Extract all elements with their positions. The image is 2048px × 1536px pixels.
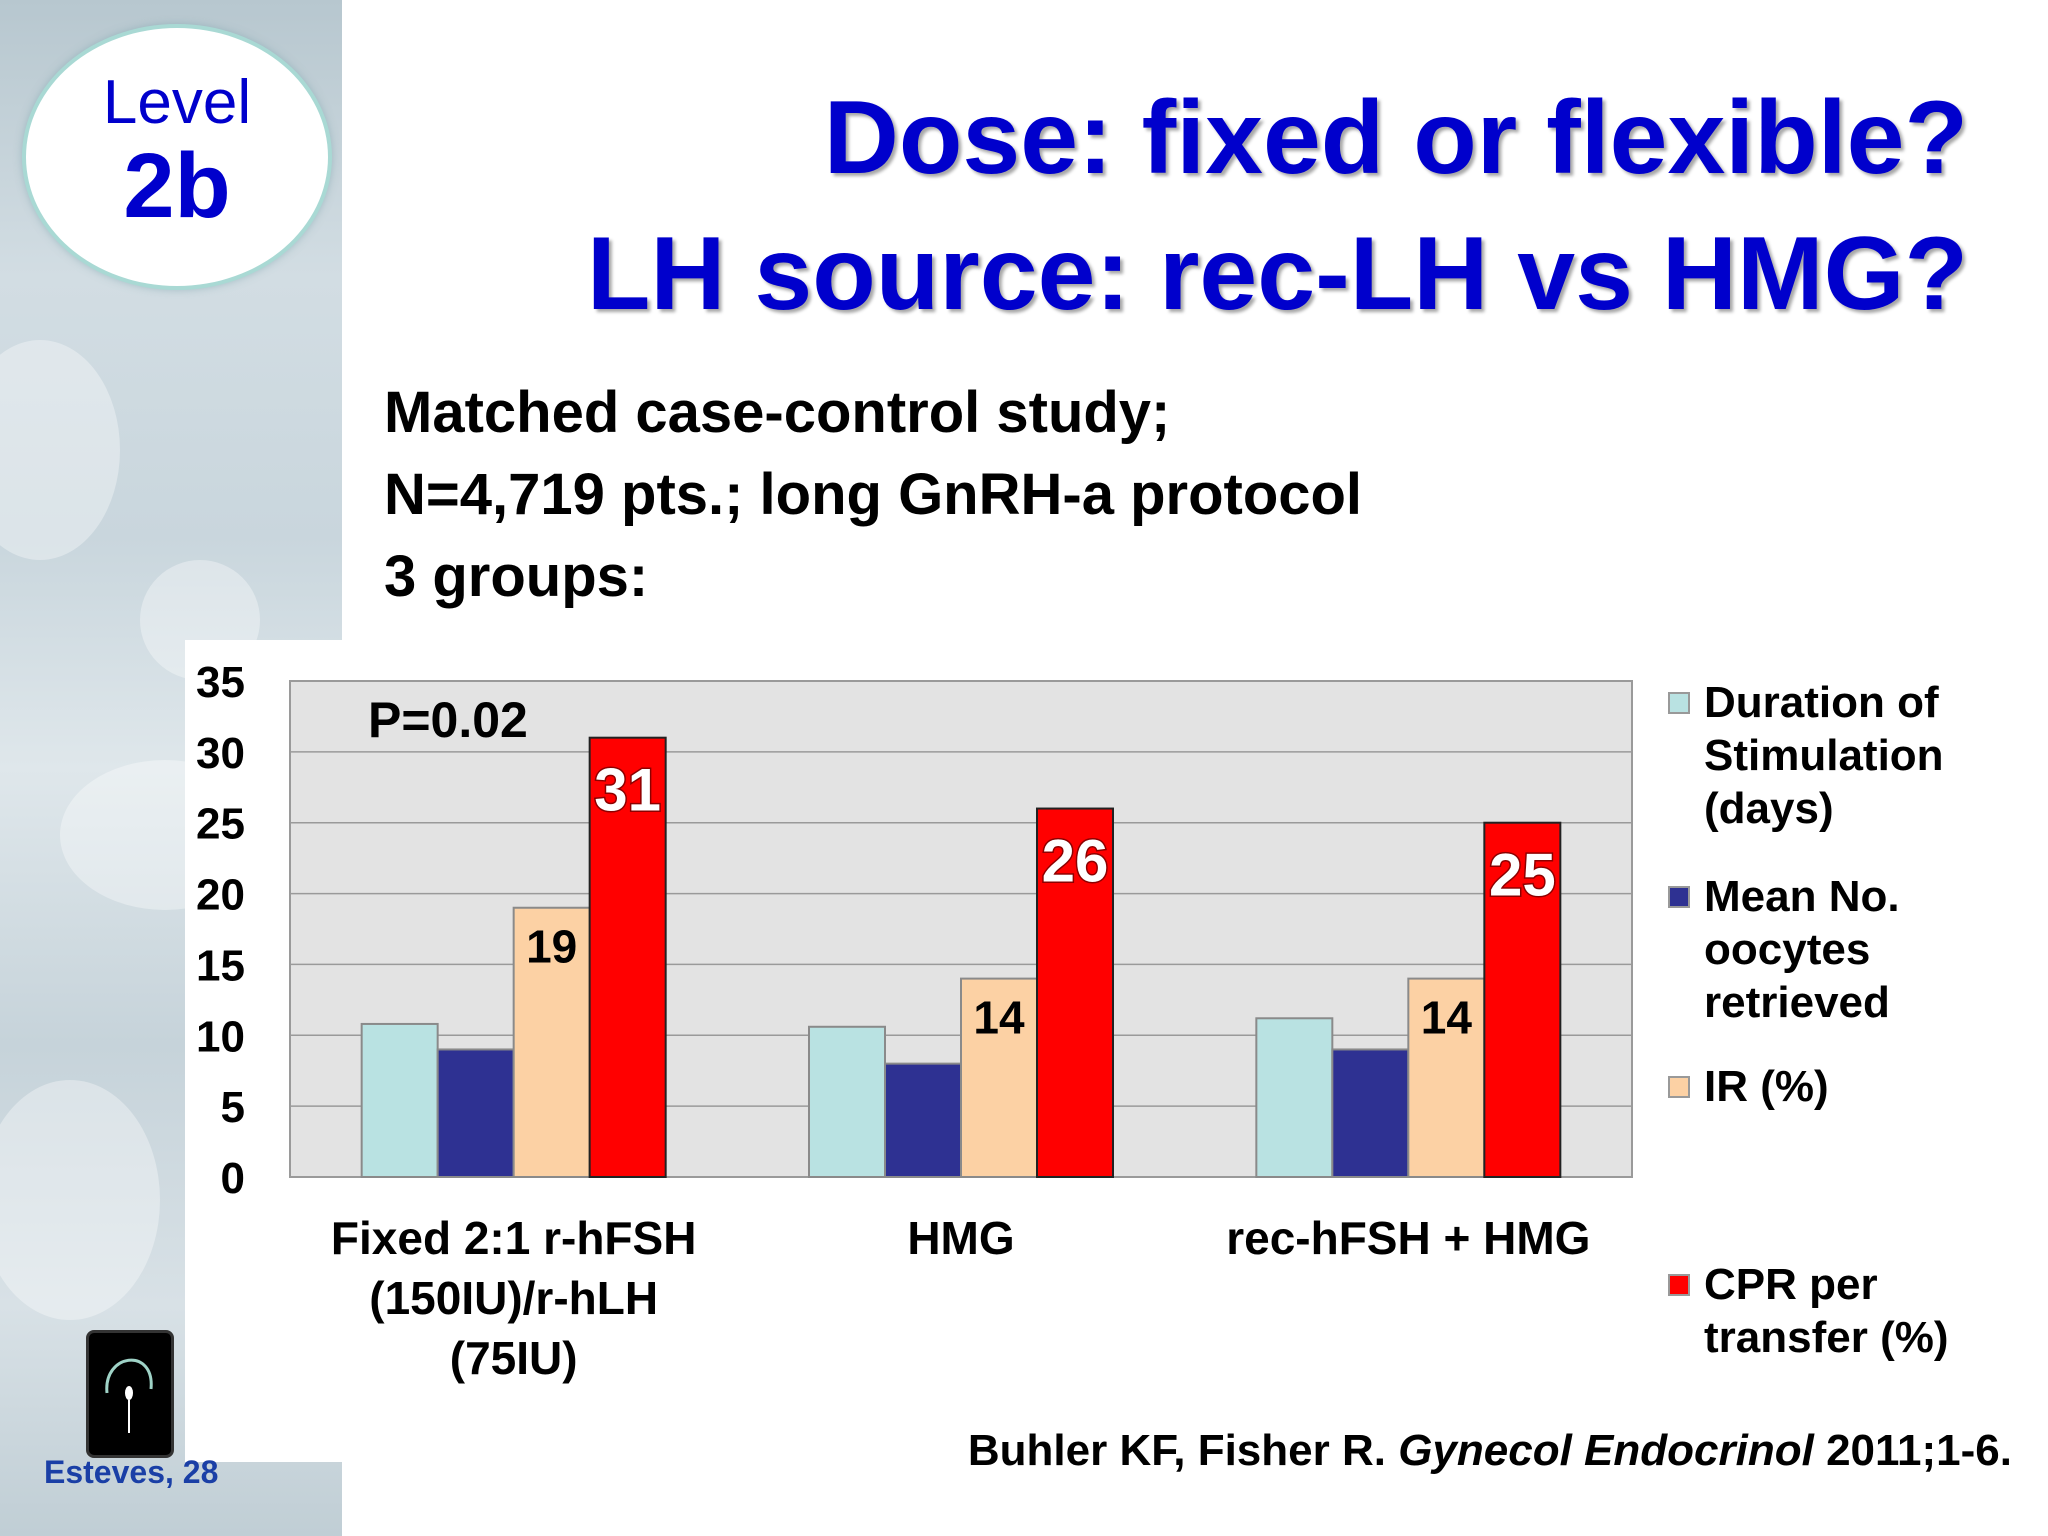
background-blob [0, 1080, 160, 1320]
bar-duration [360, 1022, 439, 1178]
bar-mean [436, 1048, 515, 1179]
study-line-1: Matched case-control study; [384, 380, 1171, 445]
data-label: 31 [594, 757, 661, 824]
slide-title: Dose: fixed or flexible? LH source: rec-… [468, 70, 1968, 342]
bar-cpr [1483, 821, 1562, 1178]
y-tick-label: 25 [196, 800, 245, 849]
bar-cpr [588, 736, 667, 1179]
legend-label-line: transfer (%) [1704, 1313, 1949, 1362]
citation-details: 2011;1-6. [1826, 1426, 2012, 1475]
y-tick-label: 0 [221, 1154, 245, 1203]
bar-mean [1331, 1048, 1410, 1179]
y-tick-label: 15 [196, 941, 245, 990]
citation-journal: Gynecol Endocrinol [1398, 1426, 1814, 1475]
logo-icon [86, 1330, 174, 1458]
study-description: Matched case-control study; N=4,719 pts.… [384, 372, 1362, 618]
x-tick-label: (75IU) [450, 1332, 578, 1384]
data-label: 14 [973, 992, 1025, 1044]
bar-ir [960, 977, 1038, 1178]
title-line-1: Dose: fixed or flexible? [823, 80, 1968, 196]
legend-label-line: IR (%) [1704, 1062, 1829, 1111]
study-line-3: 3 groups: [384, 544, 649, 609]
bar-duration [1255, 1017, 1334, 1179]
legend-swatch [1668, 1076, 1690, 1098]
level-label: Level [102, 68, 252, 137]
legend-swatch [1668, 886, 1690, 908]
level-code: 2b [123, 135, 231, 237]
x-tick-label: rec-hFSH + HMG [1226, 1212, 1590, 1264]
data-label: 25 [1489, 842, 1556, 909]
level-badge: Level 2b [22, 24, 332, 290]
legend-label-line: Stimulation [1704, 731, 1944, 780]
citation-authors: Buhler KF, Fisher R. [967, 1426, 1386, 1475]
legend-label-line: (days) [1704, 784, 1834, 833]
y-tick-label: 10 [196, 1012, 245, 1061]
study-line-2: N=4,719 pts.; long GnRH-a protocol [384, 462, 1363, 527]
bar-mean [884, 1062, 962, 1178]
legend-label-line: CPR per [1704, 1260, 1878, 1309]
data-label: 14 [1421, 992, 1473, 1044]
legend-label-line: Mean No. [1704, 872, 1900, 921]
bar-ir [512, 906, 591, 1178]
y-tick-label: 35 [196, 658, 245, 707]
legend-label-line: oocytes [1704, 925, 1871, 974]
legend-swatch [1668, 692, 1690, 714]
slide-number: Esteves, 28 [44, 1454, 219, 1490]
y-tick-label: 20 [196, 871, 245, 920]
bar-ir [1407, 977, 1486, 1178]
x-tick-label: Fixed 2:1 r-hFSH [331, 1212, 697, 1264]
legend-label-line: retrieved [1704, 978, 1890, 1027]
x-tick-label: HMG [907, 1212, 1014, 1264]
legend-label-line: Duration of [1704, 678, 1939, 727]
citation: Buhler KF, Fisher R. Gynecol Endocrinol … [968, 1426, 2012, 1476]
bar-duration [808, 1025, 886, 1178]
p-value-annotation: P=0.02 [368, 692, 528, 748]
title-line-2: LH source: rec-LH vs HMG? [586, 216, 1968, 332]
y-tick-label: 5 [221, 1083, 245, 1132]
legend-swatch [1668, 1274, 1690, 1296]
data-label: 19 [526, 921, 577, 973]
y-tick-label: 30 [196, 729, 245, 778]
data-label: 26 [1042, 828, 1109, 895]
x-tick-label: (150IU)/r-hLH [369, 1272, 658, 1324]
bar-cpr [1036, 807, 1114, 1178]
